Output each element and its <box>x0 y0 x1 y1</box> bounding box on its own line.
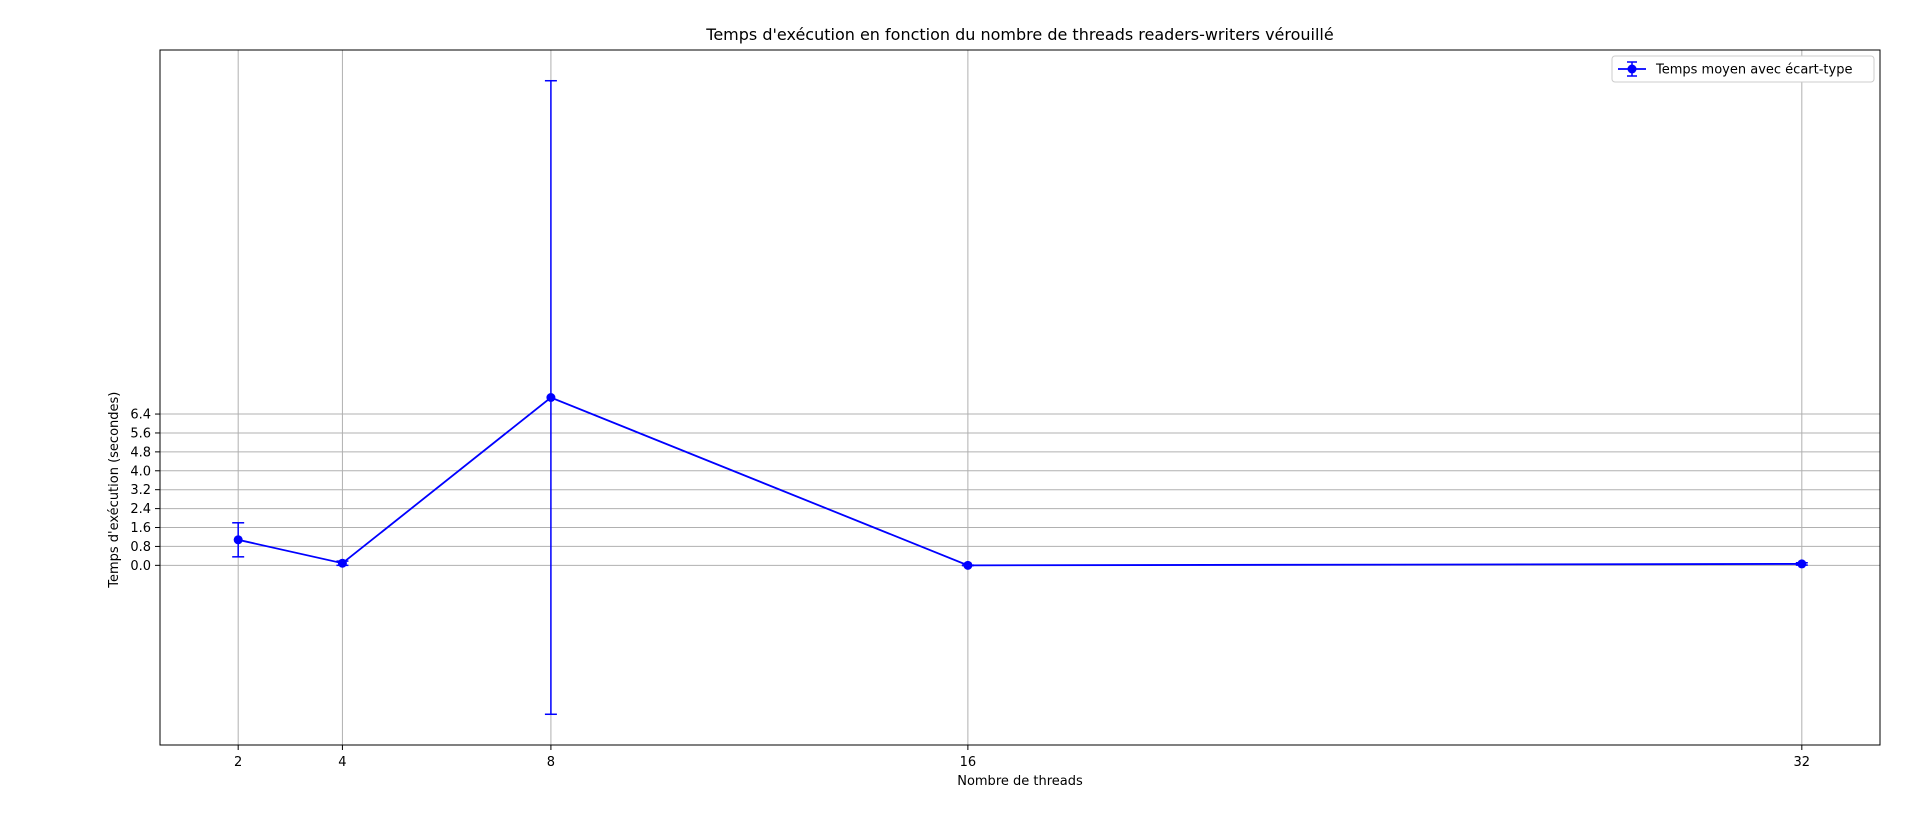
y-tick-label: 4.8 <box>130 445 151 460</box>
y-tick-label: 6.4 <box>130 408 151 423</box>
legend-box <box>1611 55 1875 83</box>
y-tick-label: 4.0 <box>130 464 151 479</box>
y-tick-label: 3.2 <box>130 483 151 498</box>
x-axis-label: Nombre de threads <box>957 774 1083 789</box>
x-axis: 2 4 8 16 32 <box>234 745 1810 770</box>
x-tick-label: 4 <box>338 755 346 770</box>
x-tick-label: 32 <box>1794 755 1811 770</box>
plot-frame <box>159 49 1881 746</box>
x-tick-label: 16 <box>960 755 977 770</box>
data-point <box>1797 559 1807 569</box>
data-point <box>546 393 556 402</box>
y-axis: 0.0 0.8 1.6 2.4 3.2 4.0 4.8 5.6 6.4 <box>130 408 160 574</box>
y-tick-label: 2.4 <box>130 502 151 517</box>
y-axis-label: Temps d'exécution (secondes) <box>107 392 122 589</box>
y-tick-label: 1.6 <box>130 521 151 536</box>
data-point <box>963 560 973 570</box>
y-tick-label: 0.0 <box>130 559 151 574</box>
data-point <box>233 535 243 545</box>
legend-label: Temps moyen avec écart-type <box>1655 63 1852 78</box>
x-tick-label: 2 <box>234 755 242 770</box>
y-tick-label: 0.8 <box>130 540 151 555</box>
y-tick-label: 5.6 <box>130 426 151 441</box>
x-tick-label: 8 <box>547 755 555 770</box>
legend: Temps moyen avec écart-type <box>1611 55 1875 83</box>
data-point <box>337 558 347 568</box>
legend-marker <box>1627 64 1637 74</box>
chart-title: Temps d'exécution en fonction du nombre … <box>705 25 1333 44</box>
series-layer <box>232 79 1808 716</box>
